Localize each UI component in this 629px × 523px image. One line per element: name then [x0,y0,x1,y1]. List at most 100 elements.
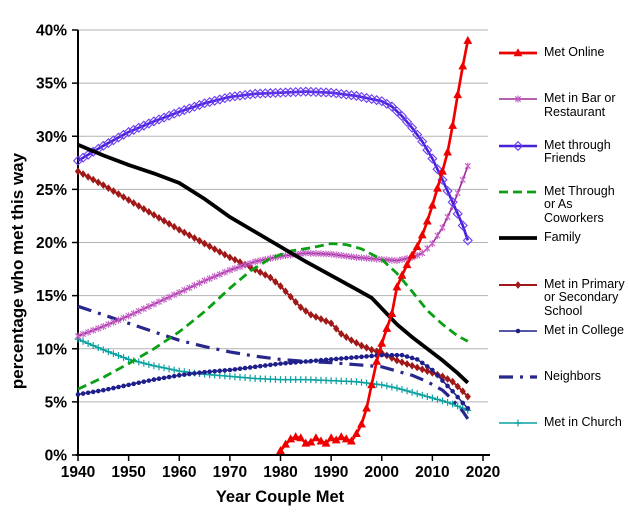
x-tick-label-1950: 1950 [111,464,145,481]
marker-met-in-bar-or-restaurant [211,273,218,280]
marker-met-in-college [369,353,374,359]
marker-met-in-college [359,354,364,360]
marker-met-in-primary-or-secondary-school [85,172,92,181]
marker-met-in-college [247,365,253,370]
marker-met-in-primary-or-secondary-school [135,202,142,210]
marker-met-in-primary-or-secondary-school [464,392,471,401]
marker-met-in-church [145,361,153,368]
marker-met-in-church [423,393,431,400]
marker-met-in-bar-or-restaurant [85,328,92,336]
met-online-marker-icon [513,48,523,57]
marker-met-in-primary-or-secondary-school [353,339,360,347]
marker-met-in-college [379,352,385,358]
marker-met-in-bar-or-restaurant [363,254,370,262]
marker-met-online [367,380,377,389]
marker-met-through-friends [234,90,246,101]
marker-met-in-primary-or-secondary-school [449,377,456,386]
marker-met-in-church [358,378,365,386]
marker-met-in-church [160,364,168,372]
marker-met-in-primary-or-secondary-school [297,303,304,312]
marker-met-through-friends [457,220,468,231]
marker-met-in-primary-or-secondary-school [201,239,208,248]
marker-met-in-primary-or-secondary-school [282,287,289,296]
marker-met-in-bar-or-restaurant [135,307,142,315]
marker-met-through-friends [427,153,438,164]
y-tick-label-25%: 25% [36,182,67,199]
marker-met-online [463,35,473,44]
marker-met-in-bar-or-restaurant [247,259,254,267]
marker-met-in-college [222,368,228,373]
met-in-college-swatch-icon [499,328,537,334]
marker-met-in-primary-or-secondary-school [216,247,223,256]
marker-met-in-church [165,365,173,373]
x-tick-label-2020: 2020 [466,464,500,481]
marker-met-through-friends [153,114,165,125]
marker-met-in-primary-or-secondary-school [247,263,254,271]
marker-met-in-college [166,374,172,380]
marker-met-online [346,436,356,445]
marker-met-online [316,436,326,445]
marker-met-through-friends [442,185,453,197]
marker-met-in-college [445,383,450,389]
marker-met-in-primary-or-secondary-school [272,277,279,286]
marker-met-through-friends [391,106,403,117]
marker-met-in-church [439,397,446,405]
marker-met-in-college [389,352,395,358]
marker-met-online [341,434,351,443]
marker-met-through-friends [204,96,215,108]
marker-met-in-bar-or-restaurant [145,302,152,310]
marker-met-in-bar-or-restaurant [398,256,406,263]
marker-met-in-college [121,383,126,389]
y-tick-label-30%: 30% [36,129,67,146]
marker-met-in-college [263,363,268,368]
marker-met-in-college [237,366,243,372]
marker-met-in-primary-or-secondary-school [393,356,401,365]
marker-met-in-college [75,392,81,397]
marker-met-in-church [434,395,441,403]
marker-met-in-college [460,400,466,406]
marker-met-through-friends [250,88,261,99]
marker-met-in-college [440,378,445,383]
marker-met-in-primary-or-secondary-school [262,271,269,279]
met-in-primary-or-secondary-school-swatch-icon [499,280,537,289]
marker-met-in-bar-or-restaurant [343,252,350,260]
marker-met-through-friends [275,87,286,98]
marker-met-in-primary-or-secondary-school [368,345,375,354]
x-tick-label-2000: 2000 [365,464,399,481]
marker-met-in-primary-or-secondary-school [105,184,112,192]
marker-met-in-primary-or-secondary-school [79,170,87,178]
marker-met-in-college [197,370,202,376]
marker-met-in-bar-or-restaurant [434,232,441,240]
marker-met-in-college [131,381,136,387]
marker-met-in-bar-or-restaurant [317,250,325,258]
series-line-met-in-bar-or-restaurant [77,165,469,337]
marker-met-in-primary-or-secondary-school [140,205,147,213]
legend-item-met-in-church: Met in Church [499,416,629,430]
marker-met-in-primary-or-secondary-school [181,228,188,237]
marker-met-through-friends [184,103,195,114]
marker-met-in-bar-or-restaurant [424,244,431,252]
marker-met-in-bar-or-restaurant [206,275,213,283]
met-through-or-as-coworkers-swatch-icon [499,190,537,194]
marker-met-in-bar-or-restaurant [74,332,82,340]
marker-met-in-primary-or-secondary-school [459,387,466,396]
marker-met-in-primary-or-secondary-school [348,336,355,345]
marker-met-through-friends [452,208,463,219]
marker-met-in-college [283,360,288,366]
marker-met-through-friends [199,98,210,109]
marker-met-in-college [354,354,359,360]
marker-met-in-primary-or-secondary-school [145,208,152,216]
marker-met-in-primary-or-secondary-school [191,234,198,242]
marker-met-in-bar-or-restaurant [231,264,239,272]
marker-met-in-church [150,362,158,370]
marker-met-in-college [151,377,157,382]
marker-met-in-bar-or-restaurant [459,176,466,184]
marker-met-through-friends [422,144,433,156]
marker-met-in-college [182,372,187,377]
marker-met-in-primary-or-secondary-school [95,178,102,187]
marker-met-in-primary-or-secondary-school [206,242,213,251]
marker-met-in-bar-or-restaurant [105,320,112,328]
marker-met-in-bar-or-restaurant [307,249,314,257]
marker-met-in-college [409,355,415,361]
marker-met-in-bar-or-restaurant [171,291,178,299]
